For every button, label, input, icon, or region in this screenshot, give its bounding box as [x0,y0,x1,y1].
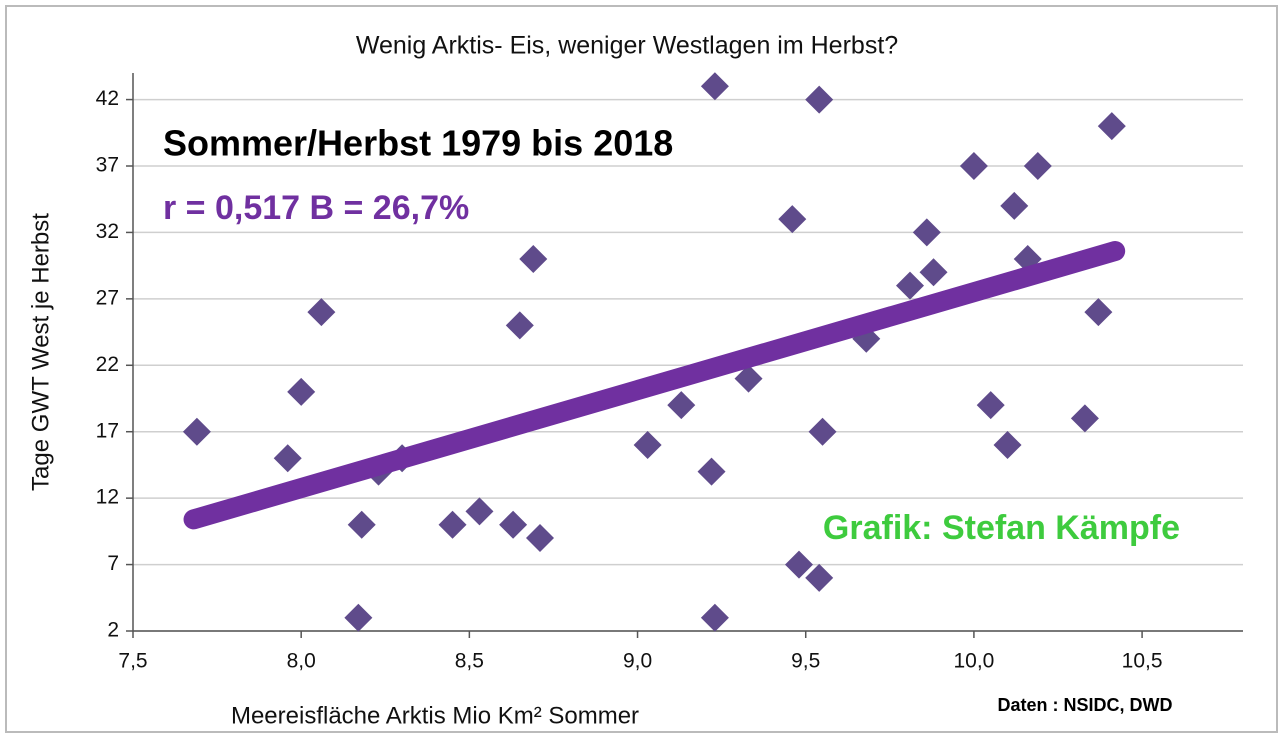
point [808,417,837,446]
point [778,205,807,234]
point [1097,112,1126,141]
point [499,510,528,539]
y-tick-label: 2 [107,619,119,642]
point [993,431,1022,459]
y-tick-label: 32 [96,220,119,243]
x-tick-label: 9,5 [791,650,820,673]
point [700,603,729,632]
point [344,603,373,632]
point [526,524,554,552]
x-tick-label: 10,5 [1122,650,1163,673]
point [519,245,548,273]
point [734,364,763,393]
y-tick-label: 42 [96,87,119,110]
trend-line [183,241,1126,530]
point [438,510,467,539]
x-tick-label: 8,5 [455,650,484,673]
x-axis-label: Meereisfläche Arktis Mio Km² Sommer [231,702,639,729]
point [182,417,211,446]
annotation: Sommer/Herbst 1979 bis 2018 [163,123,673,164]
annotation: Grafik: Stefan Kämpfe [823,509,1180,547]
y-tick-label: 27 [96,286,119,309]
point [919,258,948,287]
point [896,271,924,300]
point [667,391,696,420]
x-tick-label: 9,0 [623,650,652,673]
point [805,563,834,592]
point [785,550,813,579]
point [700,72,729,101]
point [633,431,662,459]
point [697,457,726,486]
point [347,510,376,539]
y-tick-label: 7 [107,552,119,575]
x-tick-label: 10,0 [953,650,994,673]
point [805,85,834,114]
point [307,298,336,327]
point [959,152,988,180]
point [976,391,1005,420]
y-tick-label: 22 [96,353,119,376]
chart-title: Wenig Arktis- Eis, weniger Westlagen im … [356,32,898,60]
chart-frame [5,5,1278,733]
y-axis-label: Tage GWT West je Herbst [27,213,54,491]
point [505,311,534,340]
point [912,218,941,247]
point [1070,404,1099,433]
annotation: r = 0,517 B = 26,7% [163,189,469,227]
y-tick-label: 37 [96,154,119,177]
point [1000,191,1029,220]
x-tick-label: 8,0 [287,650,316,673]
x-tick-label: 7,5 [118,650,147,673]
point [273,444,302,473]
y-tick-label: 12 [96,486,119,509]
point [465,497,494,526]
point [1084,298,1113,327]
point [1023,152,1052,180]
y-tick-label: 17 [96,419,119,442]
point [287,377,316,406]
annotation: Daten : NSIDC, DWD [998,695,1173,715]
